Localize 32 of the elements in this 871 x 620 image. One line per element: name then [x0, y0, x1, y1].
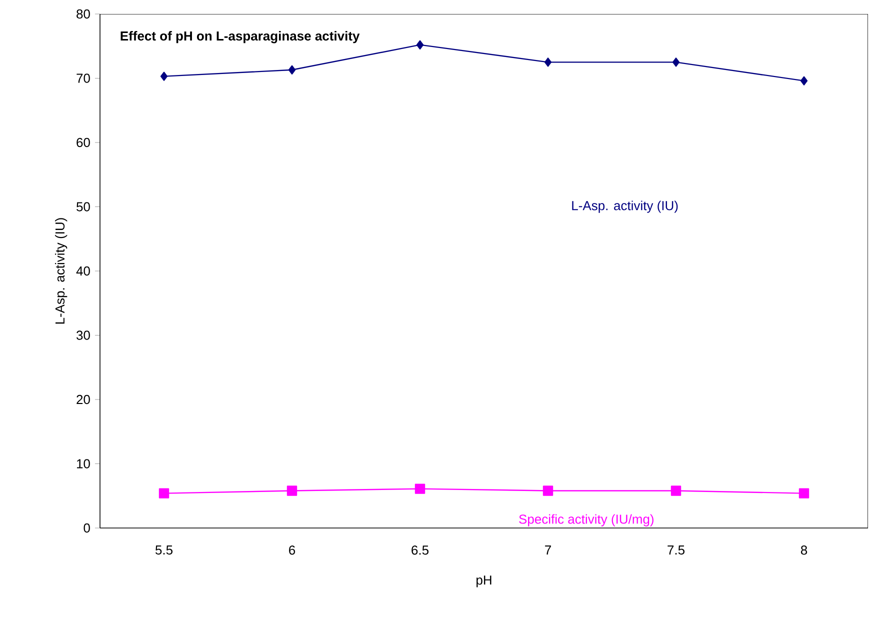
x-tick-label: 6.5 [412, 546, 428, 555]
point [416, 40, 424, 50]
point [288, 65, 296, 74]
point [798, 488, 810, 498]
point [286, 486, 298, 496]
text: Effect of pH on L-asparaginase activity [120, 31, 360, 44]
x-tick-label: 7 [545, 546, 551, 554]
x-axis-title: pH [476, 576, 492, 588]
x-tick-label: 6 [289, 546, 296, 555]
point [800, 76, 808, 86]
y-tick-label: 80 [76, 9, 90, 19]
x-tick-label: 5.5 [155, 546, 172, 555]
y-tick-label: 50 [76, 202, 90, 212]
y-tick-label: 40 [76, 266, 90, 276]
y-tick-label: 0 [84, 523, 90, 533]
point [544, 58, 552, 67]
point [414, 484, 426, 494]
y-tick-label: 10 [76, 459, 90, 468]
y-tick-label: 60 [76, 138, 90, 148]
x-tick-label: 8 [800, 546, 808, 555]
y-axis-title: L-Asp. activity (IU) [55, 218, 68, 324]
point [160, 72, 168, 81]
point [672, 58, 680, 67]
point [670, 486, 682, 496]
text: L-Asp. activity (IU) [572, 200, 678, 213]
y-tick-label: 70 [76, 74, 90, 83]
y-tick-label: 20 [76, 394, 90, 404]
series-label: Specific activity (IU/mg) [519, 514, 654, 526]
x-tick-label: 7.5 [668, 546, 684, 555]
point [158, 488, 170, 498]
y-tick-label: 30 [76, 330, 90, 340]
point [542, 486, 554, 496]
